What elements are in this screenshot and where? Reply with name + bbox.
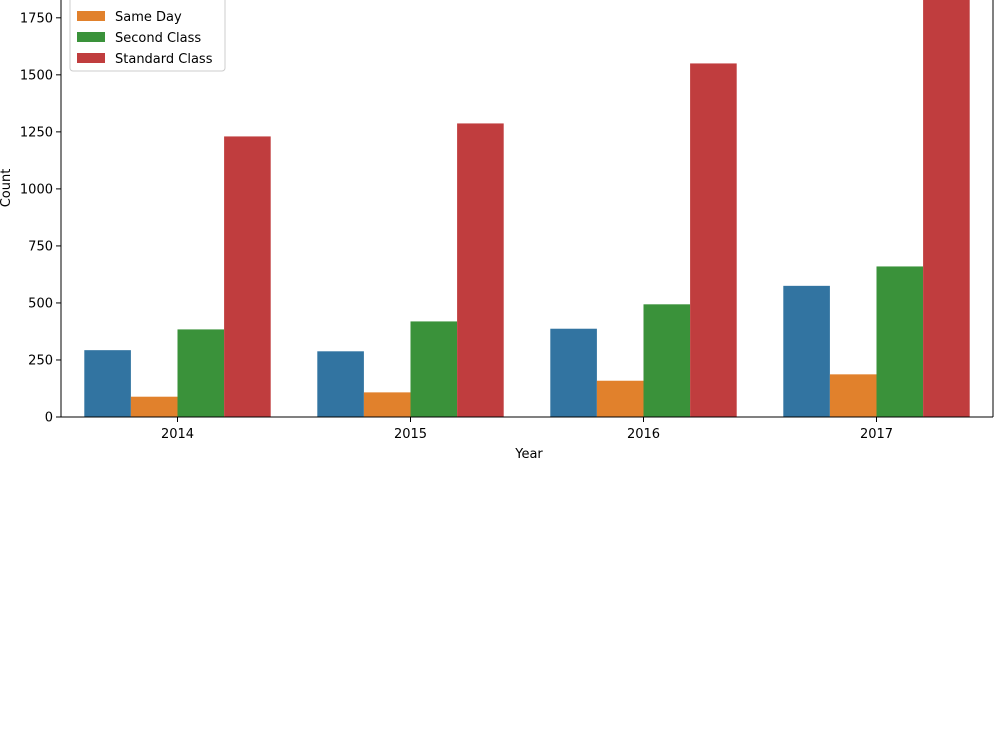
bar-standard-class-2017 [923, 0, 970, 417]
y-tick-label: 1250 [20, 125, 53, 140]
bar-second-class-2017 [876, 266, 924, 417]
y-tick-label: 0 [45, 411, 53, 426]
legend-label: First Class [115, 0, 181, 4]
bar-first-class-2017 [783, 285, 830, 417]
bar-same-day-2014 [130, 396, 178, 417]
y-tick-label: 750 [28, 239, 53, 254]
bar-first-class-2014 [84, 350, 131, 417]
x-tick-label: 2017 [860, 427, 893, 442]
bar-first-class-2015 [317, 351, 364, 417]
x-axis-title: Year [514, 447, 543, 462]
x-tick-label: 2014 [161, 427, 194, 442]
bar-second-class-2016 [643, 304, 691, 417]
legend-swatch [77, 53, 105, 63]
y-tick-label: 1000 [20, 182, 53, 197]
bar-same-day-2015 [363, 392, 411, 417]
bar-second-class-2014 [177, 329, 225, 417]
legend-label: Second Class [115, 31, 201, 46]
legend-label: Standard Class [115, 52, 213, 67]
legend-swatch [77, 32, 105, 42]
x-tick-label: 2016 [627, 427, 660, 442]
bar-standard-class-2016 [690, 63, 737, 417]
x-tick-label: 2015 [394, 427, 427, 442]
y-tick-label: 250 [28, 353, 53, 368]
bar-second-class-2015 [410, 321, 458, 417]
y-tick-label: 1500 [20, 68, 53, 83]
bar-same-day-2017 [829, 374, 877, 417]
axes-layer: 0 250 500 750 1000 1250 1500 1750 2014 2015 2016 20… [20, 0, 994, 442]
bar-first-class-2016 [550, 328, 597, 417]
legend: First Class Same Day Second Class Standard … [69, 0, 226, 72]
legend-swatch [77, 11, 105, 21]
legend-label: Same Day [115, 10, 182, 25]
bar-same-day-2016 [596, 380, 644, 417]
bar-standard-class-2014 [224, 136, 271, 417]
legend-box [69, 0, 226, 72]
y-tick-label: 500 [28, 296, 53, 311]
bar-standard-class-2015 [457, 123, 504, 417]
y-axis-title: Count [0, 169, 14, 208]
y-tick-label: 1750 [20, 11, 53, 26]
bars-layer [84, 0, 970, 417]
